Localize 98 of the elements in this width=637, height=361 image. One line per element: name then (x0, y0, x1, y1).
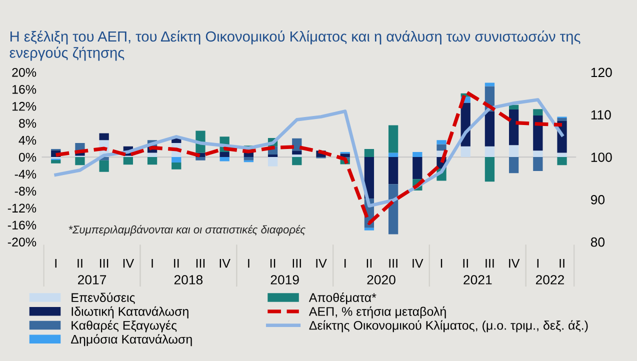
x-tick-label: IV (412, 258, 424, 268)
legend-label: Αποθέματα* (308, 292, 376, 304)
y-tick-label: -8% (14, 186, 36, 196)
y-tick-label: 0% (18, 152, 36, 162)
y2-tick-label: 100 (591, 152, 612, 162)
bar (412, 152, 422, 158)
x-tick-label: III (100, 258, 108, 268)
y-tick-label: 8% (19, 118, 36, 128)
y-tick-label: 4% (18, 136, 36, 145)
bar (557, 118, 567, 121)
text: 2022 (536, 275, 564, 284)
text: 2017 (78, 275, 106, 284)
x-tick-label: II (560, 258, 564, 268)
bar (340, 154, 350, 158)
bar (292, 154, 302, 158)
legend-label: Επενδύσεις (72, 292, 135, 304)
legend-label: Δημόσια Κατανάλωση (71, 334, 192, 346)
line-series (54, 90, 564, 226)
bar (220, 152, 230, 158)
text: 2019 (270, 275, 299, 284)
bar (123, 157, 133, 165)
x-tick-label: IV (220, 258, 230, 268)
bar (388, 152, 398, 158)
x-tick-label: II (463, 258, 468, 268)
annotation: *Συμπεριλαμβάνονται και οι στατιστικές διαφορές (68, 225, 306, 236)
bar (484, 111, 495, 146)
x-tick-label: III (486, 258, 494, 268)
bar (292, 157, 302, 166)
x-tick-label: II (78, 258, 82, 268)
bar (172, 162, 182, 170)
bar (436, 140, 446, 144)
bar (75, 157, 85, 166)
bar (147, 152, 158, 158)
y2-tick-label: 110 (591, 110, 611, 120)
x-tick-label: IV (123, 258, 134, 268)
x-tick-label: I (440, 258, 442, 268)
bar (292, 150, 302, 154)
bar (533, 115, 543, 151)
bar (508, 104, 519, 110)
bar (388, 157, 398, 184)
x-tick-label: I (344, 258, 346, 268)
x-tick-label: I (152, 258, 153, 268)
text: 2021 (464, 275, 492, 284)
legend-label: Ιδιωτική Κατανάλωση (72, 306, 188, 318)
bar (412, 157, 422, 180)
bar (268, 157, 278, 166)
x-tick-label: I (537, 258, 539, 268)
bar (557, 152, 567, 158)
bar (557, 157, 567, 166)
x-tick-label: III (196, 258, 205, 268)
bar (436, 144, 446, 151)
bar (484, 146, 495, 158)
bar (533, 157, 543, 172)
x-tick-label: III (389, 258, 398, 268)
legend-label: ΑΕΠ, % ετήσια μεταβολή (308, 306, 446, 318)
chart-title: Η εξέλιξη του ΑΕΠ, του Δείκτη Οικονομικού Κλίματος και η ανάλυση των συνιστωσών της ενεργούς ζήτησης (10, 30, 580, 61)
x-tick-label: IV (509, 258, 520, 268)
legend-label: Καθαρές Εξαγωγές (72, 320, 177, 332)
y-tick-label: 16% (12, 84, 36, 94)
y-tick-label: -20% (8, 238, 36, 247)
y-tick-label: 12% (12, 102, 36, 111)
bar (364, 148, 374, 158)
y-tick-label: -12% (8, 204, 36, 213)
bar (196, 157, 206, 160)
bar (508, 145, 519, 158)
bar (460, 146, 470, 158)
bar (533, 150, 543, 158)
x-tick-label: II (174, 258, 179, 268)
bar (508, 110, 519, 146)
y2-tick-label: 90 (590, 195, 605, 204)
x-tick-label: II (270, 258, 276, 268)
bar (244, 157, 254, 160)
bar (172, 157, 182, 163)
x-tick-label: I (248, 258, 250, 268)
bar (99, 133, 109, 140)
y-tick-label: -16% (8, 220, 36, 230)
line-series (54, 98, 564, 208)
bar (220, 157, 230, 162)
y-tick-label: 20% (12, 68, 36, 77)
bar (147, 157, 158, 165)
bar (388, 125, 398, 153)
x-tick-label: III (292, 258, 301, 268)
bar (364, 228, 374, 230)
x-tick-label: II (366, 258, 372, 268)
y-tick-label: -4% (14, 170, 36, 179)
bar (533, 109, 543, 116)
bar (51, 160, 61, 164)
x-tick-label: I (55, 258, 56, 268)
x-tick-label: IV (316, 258, 327, 268)
bar (268, 154, 278, 158)
legend-label: Δείκτης Οικονομικού Κλίματος, (μ.ο. τριμ., δεξ. άξ.) (309, 320, 588, 332)
text: 2020 (367, 275, 396, 284)
bar (99, 160, 109, 172)
y2-tick-label: 80 (590, 237, 605, 247)
bar (484, 157, 495, 182)
bar (508, 157, 519, 174)
y2-tick-label: 120 (591, 68, 612, 78)
text: 2018 (174, 275, 203, 284)
